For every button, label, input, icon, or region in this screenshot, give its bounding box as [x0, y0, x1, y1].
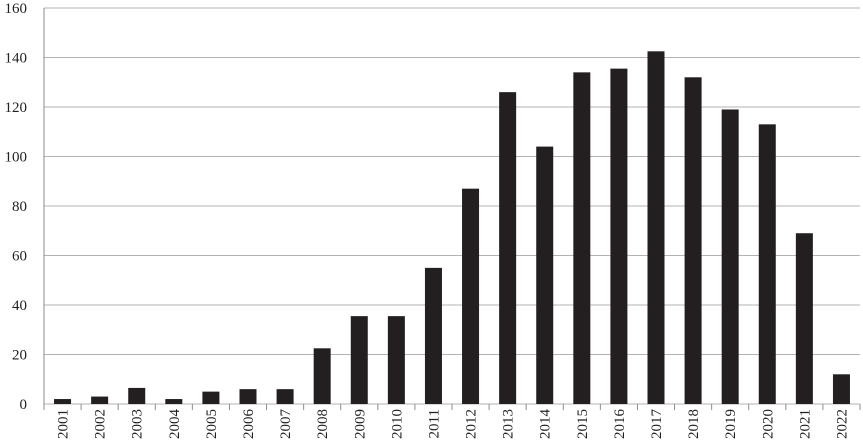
x-tick-label: 2006 [241, 409, 257, 440]
x-tick-label: 2003 [130, 409, 146, 439]
y-tick-label: 20 [12, 348, 27, 364]
x-tick-label: 2004 [167, 409, 183, 440]
bar [165, 399, 183, 404]
bar [462, 188, 480, 404]
bar [499, 92, 517, 405]
y-tick-label: 60 [12, 249, 27, 265]
x-tick-label: 2007 [278, 409, 294, 440]
y-tick-label: 160 [5, 1, 28, 17]
bar [54, 399, 72, 404]
x-tick-label: 2010 [389, 409, 405, 439]
bar [276, 389, 294, 404]
y-tick-label: 80 [12, 199, 27, 215]
y-tick-label: 120 [5, 100, 28, 116]
x-tick-label: 2021 [797, 409, 813, 439]
bar [424, 267, 442, 404]
bar [202, 391, 220, 404]
x-tick-label: 2016 [612, 409, 628, 440]
bar [758, 124, 776, 404]
x-tick-label: 2011 [426, 409, 442, 438]
bar [239, 389, 257, 404]
x-tick-label: 2013 [501, 409, 517, 439]
y-tick-label: 40 [12, 298, 27, 314]
x-tick-label: 2019 [723, 409, 739, 439]
x-tick-label: 2009 [352, 409, 368, 439]
x-tick-label: 2002 [93, 409, 109, 439]
y-tick-label: 0 [20, 397, 28, 413]
x-tick-label: 2005 [204, 409, 220, 439]
bar [721, 109, 739, 404]
x-tick-label: 2008 [315, 409, 331, 439]
x-tick-label: 2014 [538, 409, 554, 440]
bar [795, 233, 813, 404]
bar [387, 316, 405, 404]
bar [610, 68, 628, 404]
bar [91, 396, 109, 404]
bar [832, 374, 850, 404]
x-tick-label: 2015 [575, 409, 591, 439]
x-tick-label: 2017 [649, 409, 665, 440]
y-tick-label: 140 [5, 51, 28, 67]
x-tick-label: 2022 [834, 409, 850, 439]
bar [536, 146, 554, 404]
x-tick-label: 2012 [464, 409, 480, 439]
y-tick-label: 100 [5, 150, 28, 166]
bar [684, 77, 702, 405]
bar [313, 348, 331, 404]
bar [647, 51, 665, 404]
x-tick-label: 2018 [686, 409, 702, 439]
bar [573, 72, 591, 404]
x-tick-label: 2001 [56, 409, 72, 439]
bar [128, 387, 146, 404]
bar [350, 316, 368, 404]
x-tick-label: 2020 [760, 409, 776, 439]
